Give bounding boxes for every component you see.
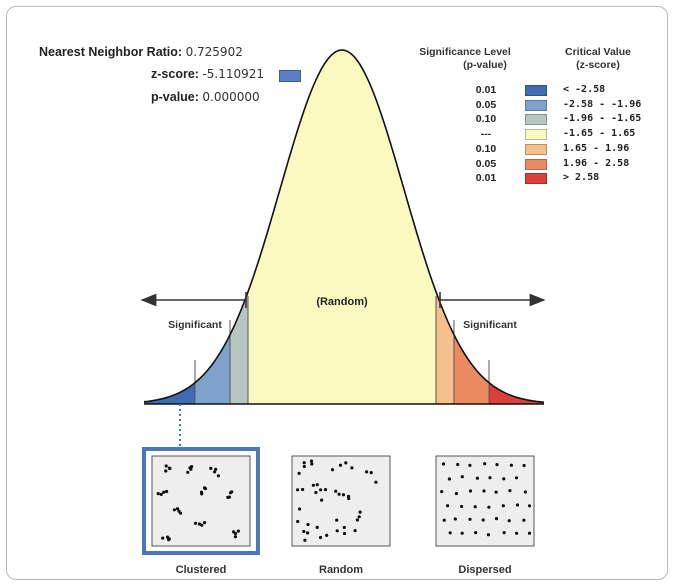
sig-level-header: Significance Level (p-value): [410, 46, 520, 72]
random-label: Random: [319, 564, 363, 576]
bell-curve-outline: [143, 49, 545, 403]
legend-row: --- -1.65 - 1.65: [469, 128, 649, 141]
legend-row: 0.10 1.65 - 1.96: [469, 143, 649, 156]
nnr-label: Nearest Neighbor Ratio:: [39, 45, 183, 59]
p-value-label: p-value:: [151, 90, 199, 104]
legend-p-value: 0.10: [475, 113, 497, 126]
z-score-swatch: [279, 70, 301, 82]
critical-value-header: Critical Value (z-score): [548, 46, 648, 72]
critical-value-header-line1: Critical Value: [565, 46, 631, 58]
p-value-value: 0.000000: [202, 90, 260, 104]
critical-value-header-line2: (z-score): [576, 59, 620, 71]
dispersed-label: Dispersed: [458, 564, 512, 576]
legend-z-range: 1.65 - 1.96: [563, 142, 630, 154]
legend-p-value: 0.01: [475, 172, 497, 185]
legend-swatch: [525, 158, 547, 170]
band-random: [248, 50, 436, 404]
legend-swatch: [525, 143, 547, 155]
band-1-65-1-96: [436, 50, 454, 404]
legend-p-value: 0.10: [475, 142, 497, 155]
left-significant-label: Significant: [168, 319, 222, 331]
legend-row: 0.01 < -2.58: [469, 84, 649, 97]
sig-level-header-line1: Significance Level: [419, 46, 511, 58]
random-center-label: (Random): [316, 296, 368, 308]
nnr-value: 0.725902: [185, 45, 243, 59]
legend-swatch: [525, 114, 547, 126]
legend-row: 0.01 > 2.58: [469, 172, 649, 185]
z-score-label: z-score:: [151, 67, 199, 81]
legend-z-range: < -2.58: [563, 84, 606, 95]
legend-z-range: -1.65 - 1.65: [563, 128, 636, 140]
legend-z-range: -2.58 - -1.96: [563, 98, 642, 110]
legend-row: 0.10 -1.96 - -1.65: [469, 113, 649, 126]
band-1-96-1-65-neg: [230, 50, 248, 404]
band-lt-2-58: [144, 50, 195, 404]
legend-z-range: > 2.58: [563, 172, 600, 184]
sig-level-header-line2: (p-value): [463, 59, 507, 71]
legend-swatch: [525, 173, 547, 185]
nnr-stat: Nearest Neighbor Ratio: 0.725902: [39, 45, 243, 59]
legend-p-value: 0.01: [475, 84, 497, 96]
legend-z-range: 1.96 - 2.58: [563, 157, 630, 169]
p-value-stat: p-value: 0.000000: [151, 90, 260, 104]
z-score-value: -5.110921: [202, 67, 265, 81]
legend-p-value: 0.05: [475, 98, 497, 111]
legend-p-value: 0.05: [475, 157, 497, 170]
legend-p-value: ---: [480, 128, 492, 141]
legend-swatch: [525, 129, 547, 141]
legend-swatch: [525, 99, 547, 111]
legend-table: 0.01 < -2.58 0.05 -2.58 - -1.96 0.10 -1.96 - …: [469, 84, 649, 185]
legend-row: 0.05 -2.58 - -1.96: [469, 99, 649, 112]
z-score-stat: z-score: -5.110921: [151, 67, 264, 81]
band-2-58-1-96-neg: [195, 50, 230, 404]
legend-swatch: [525, 85, 547, 96]
right-significant-label: Significant: [463, 319, 517, 331]
legend-z-range: -1.96 - -1.65: [563, 113, 642, 125]
clustered-label: Clustered: [175, 564, 227, 576]
legend-row: 0.05 1.96 - 2.58: [469, 158, 649, 171]
